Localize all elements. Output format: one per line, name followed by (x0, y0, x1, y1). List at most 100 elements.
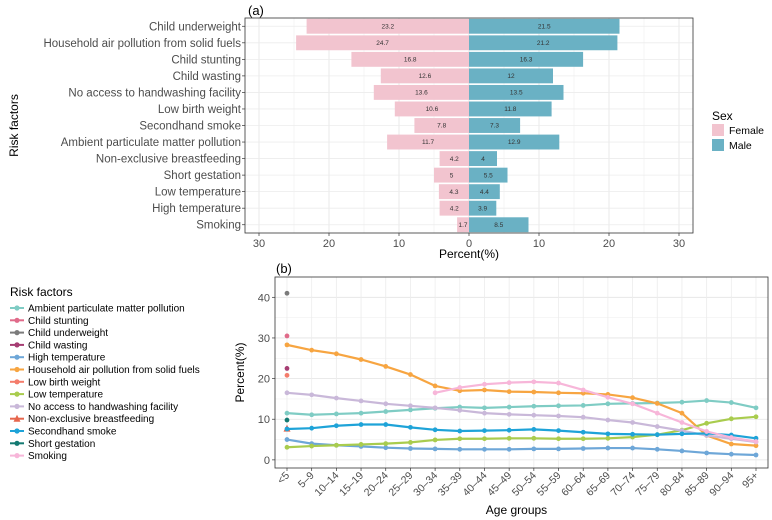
point-high-temperature (531, 446, 537, 452)
y-axis-title: Risk factors (7, 94, 21, 157)
point-smoking (432, 390, 438, 396)
point-household-air-pollution-from-solid-fuels (333, 351, 339, 357)
point-high-temperature (704, 450, 710, 456)
x-tick-label: 65–69 (584, 470, 613, 499)
point-ambient-particulate-matter-pollution (383, 409, 389, 414)
legend-title: Risk factors (10, 285, 73, 299)
point-household-air-pollution-from-solid-fuels (432, 383, 438, 389)
x-tick-label: 0 (466, 238, 472, 250)
data-label-male: 21.2 (537, 40, 550, 47)
point-ambient-particulate-matter-pollution (679, 399, 685, 405)
point-ambient-particulate-matter-pollution (482, 405, 487, 411)
point-child-stunting (284, 333, 290, 339)
legend-sex: Sex Female Male (712, 109, 764, 152)
legend-key-marker-ambient-particulate-matter-pollution (14, 305, 20, 311)
bar-male-ambient-particulate-matter-pollution (469, 134, 560, 150)
point-ambient-particulate-matter-pollution (284, 410, 290, 416)
x-tick-label: 10 (393, 238, 405, 250)
series-child-wasting (284, 366, 290, 371)
point-no-access-to-handwashing-facility (630, 420, 635, 425)
point-secondhand-smoke (408, 424, 413, 430)
x-tick-label: 70–74 (609, 470, 638, 499)
bar-female-low-temperature (438, 184, 469, 200)
point-low-temperature (753, 414, 759, 420)
data-label-female: 4.2 (450, 156, 459, 163)
legend-key-marker-high-temperature (14, 354, 20, 360)
point-household-air-pollution-from-solid-fuels (531, 389, 537, 395)
category-label: Child stunting (171, 54, 241, 66)
point-high-temperature (383, 445, 389, 451)
x-tick-label: 20 (323, 238, 335, 250)
y-tick-label: 20 (258, 374, 270, 386)
legend-label-child-wasting: Child wasting (28, 340, 87, 351)
legend-label-ambient-particulate-matter-pollution: Ambient particulate matter pollution (28, 304, 185, 315)
point-ambient-particulate-matter-pollution (408, 407, 413, 413)
point-household-air-pollution-from-solid-fuels (654, 400, 660, 406)
x-tick-label: 40–44 (460, 470, 489, 499)
point-smoking (679, 420, 685, 425)
bar-male-high-temperature (469, 200, 497, 216)
x-tick-label: 15–19 (337, 470, 366, 499)
point-high-temperature (654, 446, 660, 452)
point-high-temperature (630, 445, 635, 451)
x-tick-label: 10 (533, 238, 545, 250)
bar-female-secondhand-smoke (414, 118, 469, 133)
category-label: Secondhand smoke (139, 121, 241, 133)
data-label-female: 11.7 (422, 139, 435, 146)
data-label-female: 13.6 (415, 90, 428, 97)
legend-label-female: Female (729, 125, 764, 137)
bar-female-non-exclusive-breastfeeding (439, 151, 469, 167)
series-child-underweight (284, 290, 290, 296)
x-tick-label: 30 (253, 238, 265, 250)
bar-male-no-access-to-handwashing-facility (469, 84, 564, 100)
category-label: Low birth weight (158, 104, 242, 116)
point-high-temperature (482, 446, 487, 452)
bar-male-child-wasting (469, 68, 553, 84)
category-label: Low temperature (155, 187, 241, 199)
data-label-female: 10.6 (426, 106, 439, 113)
legend-label-no-access-to-handwashing-facility: No access to handwashing facility (28, 402, 178, 413)
point-low-temperature (358, 442, 364, 447)
point-high-temperature (679, 448, 685, 454)
data-label-male: 11.8 (504, 106, 517, 113)
legend-title: Sex (712, 109, 733, 123)
data-label-female: 5 (450, 172, 454, 179)
point-no-access-to-handwashing-facility (580, 414, 586, 420)
bar-female-smoking (457, 217, 469, 233)
x-tick-label: 30 (673, 238, 685, 250)
legend-swatch-female (712, 124, 724, 136)
point-secondhand-smoke (358, 422, 364, 427)
point-high-temperature (753, 452, 759, 458)
data-label-female: 4.3 (449, 189, 458, 196)
point-ambient-particulate-matter-pollution (531, 403, 537, 409)
series-low-birth-weight (284, 372, 290, 378)
y-tick-label: 30 (258, 333, 270, 345)
legend-key-marker-short-gestation (14, 440, 20, 446)
point-short-gestation (284, 417, 290, 423)
point-smoking (605, 394, 611, 400)
point-household-air-pollution-from-solid-fuels (284, 342, 290, 348)
bar-male-child-underweight (469, 18, 620, 34)
legend-key-marker-smoking (14, 453, 20, 459)
point-secondhand-smoke (580, 429, 586, 435)
line-high-temperature (286, 438, 757, 457)
point-low-temperature (506, 435, 512, 441)
point-low-temperature (605, 435, 611, 441)
point-low-birth-weight (284, 372, 290, 378)
line-household-air-pollution-from-solid-fuels (286, 343, 757, 447)
point-smoking (753, 439, 759, 444)
legend-label-low-birth-weight: Low birth weight (28, 377, 100, 388)
point-secondhand-smoke (556, 428, 561, 434)
legend-label-child-stunting: Child stunting (28, 316, 89, 327)
point-smoking (630, 401, 635, 407)
point-low-temperature (556, 436, 561, 442)
data-label-female: 16.8 (404, 57, 417, 64)
point-low-temperature (580, 436, 586, 442)
series-short-gestation (284, 417, 290, 423)
point-high-temperature (728, 451, 734, 457)
legend-key-marker-household-air-pollution-from-solid-fuels (14, 366, 20, 373)
legend-key-marker-child-underweight (14, 330, 20, 336)
point-no-access-to-handwashing-facility (457, 407, 463, 413)
point-low-temperature (383, 441, 389, 447)
point-no-access-to-handwashing-facility (358, 398, 364, 404)
